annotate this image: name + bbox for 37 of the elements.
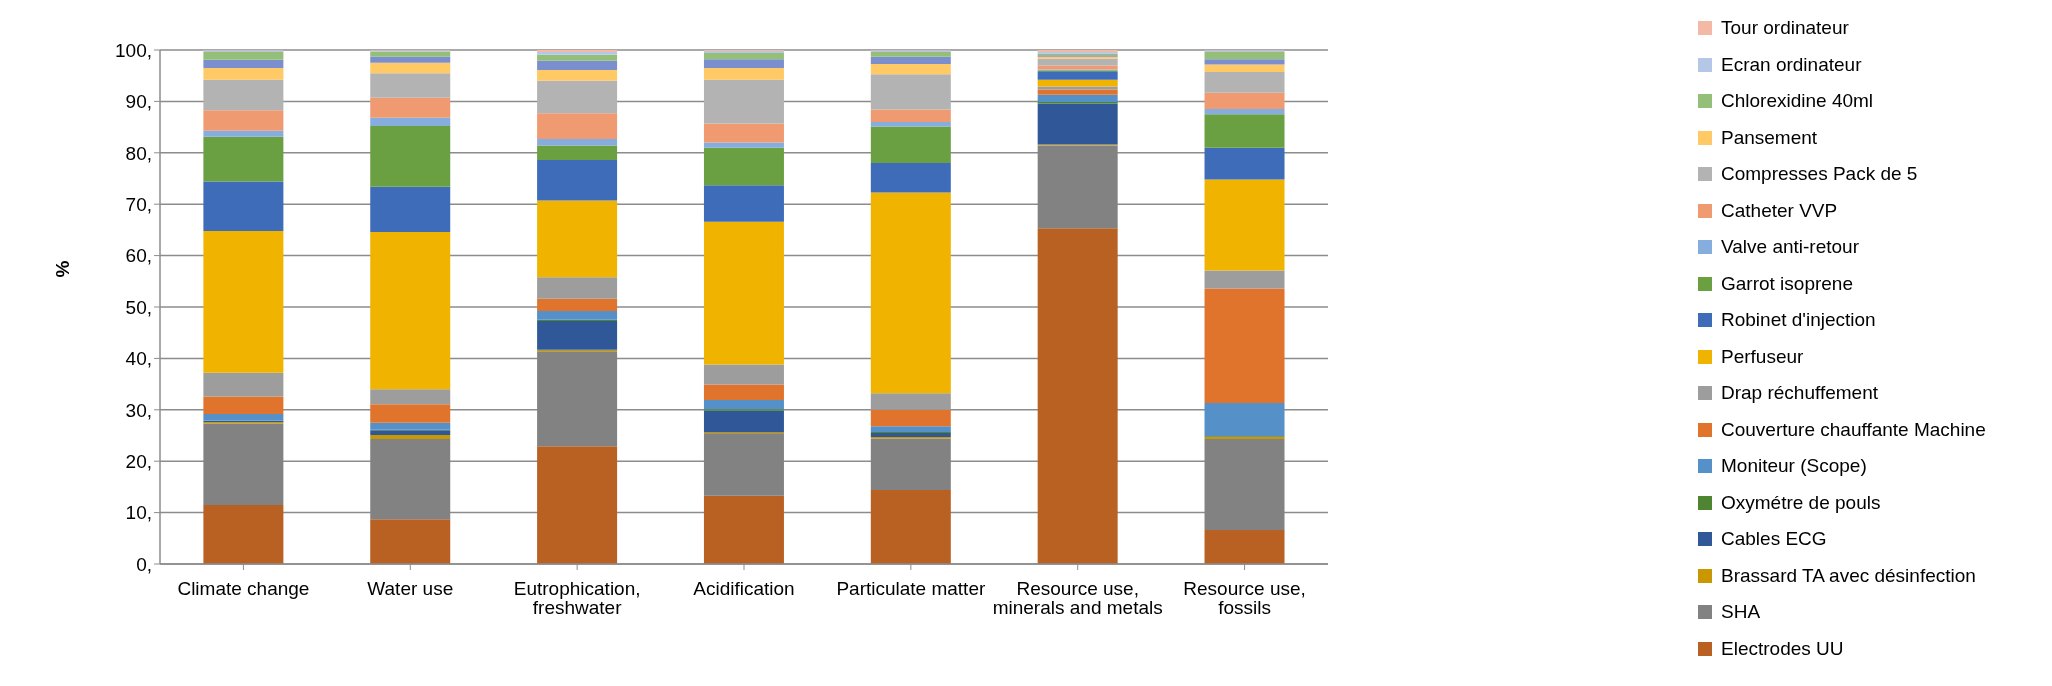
legend-label: Drap réchuffement xyxy=(1721,382,1879,405)
x-tick-label: Water use xyxy=(367,578,454,600)
x-tick-label: Particulate matter xyxy=(836,578,986,600)
x-tick-label: Resource use, fossils xyxy=(1183,578,1306,619)
legend-label: Tour ordinateur xyxy=(1721,17,1849,40)
x-tick-label: Climate change xyxy=(177,578,310,600)
legend-label: Brassard TA avec désinfection xyxy=(1721,564,1976,587)
x-tick-label: Resource use, minerals and metals xyxy=(992,578,1163,619)
y-tick-label: 70, xyxy=(125,193,152,215)
legend-label: Cables ECG xyxy=(1721,528,1827,551)
y-tick-label: 50, xyxy=(125,296,152,318)
x-tick-label: Eutrophication, freshwater xyxy=(513,578,641,619)
y-tick-label: 90, xyxy=(125,91,152,113)
legend-label: Oxymétre de pouls xyxy=(1721,491,1881,514)
x-tick-label: Acidification xyxy=(693,578,795,600)
y-tick-label: 60, xyxy=(125,245,152,267)
legend-label: Pansement xyxy=(1721,126,1818,149)
legend-label: Catheter VVP xyxy=(1721,199,1838,222)
legend-label: Electrodes UU xyxy=(1721,637,1844,660)
y-tick-label: 20, xyxy=(125,450,152,472)
legend-label: Garrot isoprene xyxy=(1721,272,1854,295)
legend-label: Compresses Pack de 5 xyxy=(1721,163,1918,186)
y-tick-label: 10, xyxy=(125,502,152,524)
y-tick-label: 40, xyxy=(125,348,152,370)
y-tick-label: 100, xyxy=(115,39,152,61)
legend-label: SHA xyxy=(1721,601,1761,624)
legend-label: Moniteur (Scope) xyxy=(1721,455,1867,478)
y-tick-label: 0, xyxy=(136,553,152,575)
y-tick-label: 30, xyxy=(125,399,152,421)
legend-label: Valve anti-retour xyxy=(1721,236,1859,259)
legend-label: Couverture chauffante Machine xyxy=(1721,418,1986,441)
legend-label: Chlorexidine 40ml xyxy=(1721,90,1874,113)
y-axis-title: % xyxy=(52,259,74,280)
legend-label: Ecran ordinateur xyxy=(1721,53,1862,76)
y-tick-label: 80, xyxy=(125,142,152,164)
legend-label: Robinet d'injection xyxy=(1721,309,1876,332)
legend-label: Perfuseur xyxy=(1721,345,1804,368)
